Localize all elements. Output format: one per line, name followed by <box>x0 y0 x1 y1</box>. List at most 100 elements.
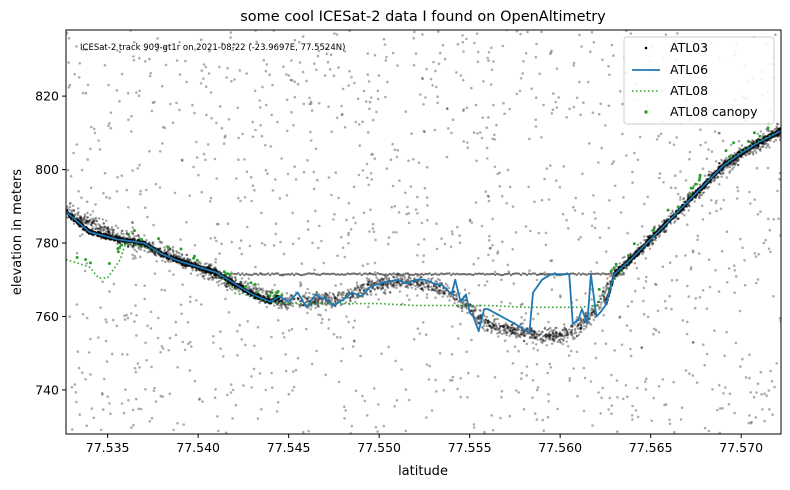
atl03-photon-point <box>462 301 465 305</box>
atl03-photon-point <box>123 318 127 321</box>
atl03-photon-point <box>508 185 512 189</box>
atl03-photon-point <box>691 374 695 377</box>
atl03-photon-point <box>405 294 409 297</box>
atl03-photon-point <box>138 163 141 167</box>
atl03-photon-point <box>547 198 551 201</box>
atl03-photon-point <box>531 337 534 340</box>
atl03-photon-point <box>87 220 90 223</box>
atl03-photon-point <box>573 337 576 340</box>
atl03-photon-point <box>705 186 709 189</box>
atl03-photon-point <box>99 306 102 309</box>
atl03-photon-point <box>274 178 277 181</box>
atl03-photon-point <box>570 333 573 337</box>
atl03-photon-point <box>251 184 255 187</box>
atl03-photon-point <box>653 238 656 241</box>
atl03-photon-point <box>108 122 111 125</box>
atl03-photon-point <box>766 143 770 146</box>
atl03-photon-point <box>519 332 523 336</box>
atl03-photon-point <box>551 331 555 335</box>
atl03-photon-point <box>238 323 241 327</box>
atl03-photon-point <box>775 125 778 128</box>
atl03-photon-point <box>447 293 451 296</box>
atl03-photon-point <box>137 233 140 237</box>
atl03-photon-point <box>280 307 283 310</box>
atl03-photon-point <box>388 291 392 294</box>
atl03-photon-point <box>383 43 387 46</box>
atl03-photon-point <box>570 349 573 353</box>
atl03-photon-point <box>311 293 315 296</box>
atl03-photon-point <box>756 147 759 150</box>
atl03-photon-point <box>407 276 411 279</box>
atl03-photon-point <box>159 351 162 354</box>
atl03-photon-point <box>634 409 638 412</box>
atl03-photon-point <box>126 316 130 320</box>
atl03-photon-point <box>558 331 562 334</box>
atl03-photon-point <box>84 219 88 223</box>
atl03-photon-point <box>341 347 345 350</box>
atl03-photon-point <box>648 247 652 250</box>
atl03-photon-point <box>597 161 600 164</box>
atl03-photon-point <box>314 306 317 310</box>
atl03-photon-point <box>435 222 438 225</box>
atl03-photon-point <box>536 348 539 352</box>
atl03-photon-point <box>537 333 540 337</box>
atl03-photon-point <box>756 213 760 216</box>
atl03-photon-point <box>604 284 608 288</box>
atl03-photon-point <box>336 254 339 257</box>
atl03-photon-point <box>105 195 108 199</box>
atl03-photon-point <box>510 324 513 327</box>
atl03-photon-point <box>109 126 113 130</box>
atl03-photon-point <box>495 324 498 327</box>
atl03-photon-point <box>474 201 478 204</box>
atl03-photon-point <box>508 302 512 305</box>
atl03-photon-point <box>107 227 111 231</box>
atl03-photon-point <box>549 259 552 263</box>
atl03-photon-point <box>398 284 402 287</box>
atl03-photon-point <box>686 284 689 288</box>
atl03-photon-point <box>555 334 558 337</box>
atl03-photon-point <box>144 48 147 52</box>
atl03-photon-point <box>168 336 172 340</box>
atl03-photon-point <box>125 313 128 317</box>
atl03-photon-point <box>312 187 316 191</box>
atl03-photon-point <box>400 283 403 287</box>
atl03-photon-point <box>369 96 373 99</box>
atl03-photon-point <box>144 388 147 391</box>
atl03-photon-point <box>289 78 293 82</box>
atl03-photon-point <box>92 219 95 222</box>
atl03-photon-point <box>86 220 89 223</box>
atl03-photon-point <box>636 158 640 162</box>
atl03-photon-point <box>707 170 711 173</box>
atl03-photon-point <box>392 275 395 279</box>
atl03-photon-point <box>600 301 603 304</box>
atl03-photon-point <box>718 431 722 434</box>
atl03-photon-point <box>420 287 424 291</box>
atl03-photon-point <box>228 287 232 290</box>
atl03-photon-point <box>528 336 532 339</box>
atl03-photon-point <box>756 146 760 150</box>
atl03-photon-point <box>188 369 192 372</box>
atl03-photon-point <box>332 332 336 336</box>
atl03-photon-point <box>323 74 327 77</box>
atl03-photon-point <box>317 313 320 316</box>
atl03-photon-point <box>317 49 321 53</box>
atl03-photon-point <box>405 212 409 216</box>
atl03-photon-point <box>637 277 640 281</box>
atl03-photon-point <box>548 334 552 337</box>
atl03-photon-point <box>337 293 340 296</box>
atl03-photon-point <box>99 225 102 228</box>
atl03-photon-point <box>294 368 298 372</box>
atl03-photon-point <box>84 221 88 224</box>
atl03-photon-point <box>507 326 511 329</box>
atl03-photon-point <box>728 169 732 173</box>
atl03-photon-point <box>476 375 480 378</box>
atl03-photon-point <box>154 400 158 403</box>
atl03-photon-point <box>451 375 455 379</box>
atl03-photon-point <box>673 430 676 434</box>
atl03-photon-point <box>520 331 523 335</box>
atl03-photon-point <box>282 252 286 256</box>
atl03-photon-point <box>505 333 508 337</box>
atl03-photon-point <box>244 343 247 347</box>
atl03-photon-point <box>264 292 267 296</box>
atl03-photon-point <box>533 336 536 340</box>
